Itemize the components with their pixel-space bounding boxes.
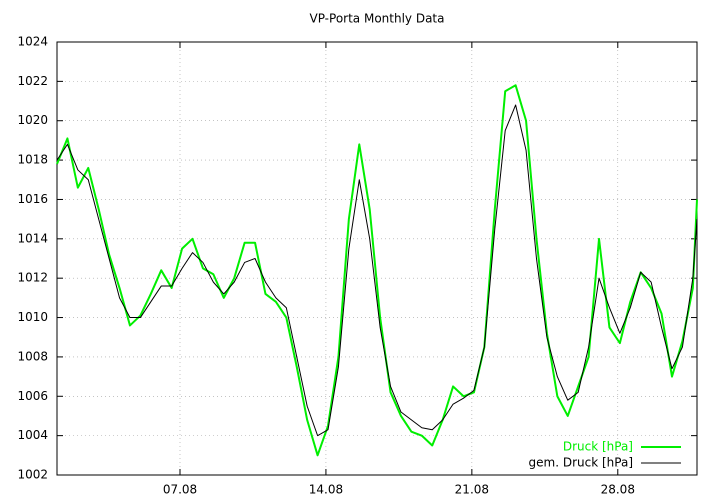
y-tick-label: 1012 [17, 271, 48, 285]
x-tick-label: 28.08 [601, 483, 635, 497]
y-tick-label: 1002 [17, 468, 48, 482]
y-tick-label: 1006 [17, 389, 48, 403]
x-tick-label: 07.08 [163, 483, 197, 497]
y-tick-label: 1008 [17, 349, 48, 363]
data-line [56, 104, 698, 437]
legend-label: Druck [hPa] [563, 440, 633, 454]
y-tick-label: 1004 [17, 428, 48, 442]
y-tick-label: 1020 [17, 113, 48, 127]
plot-border [56, 41, 698, 476]
legend-label: gem. Druck [hPa] [529, 456, 633, 470]
y-tick-label: 1014 [17, 231, 48, 245]
chart-title: VP-Porta Monthly Data [310, 12, 445, 26]
x-tick-label: 14.08 [309, 483, 343, 497]
y-tick-label: 1022 [17, 74, 48, 88]
x-tick-label: 21.08 [455, 483, 489, 497]
y-tick-label: 1018 [17, 153, 48, 167]
y-tick-label: 1010 [17, 310, 48, 324]
y-tick-label: 1024 [17, 35, 48, 49]
y-tick-label: 1016 [17, 192, 48, 206]
data-line [56, 84, 698, 457]
